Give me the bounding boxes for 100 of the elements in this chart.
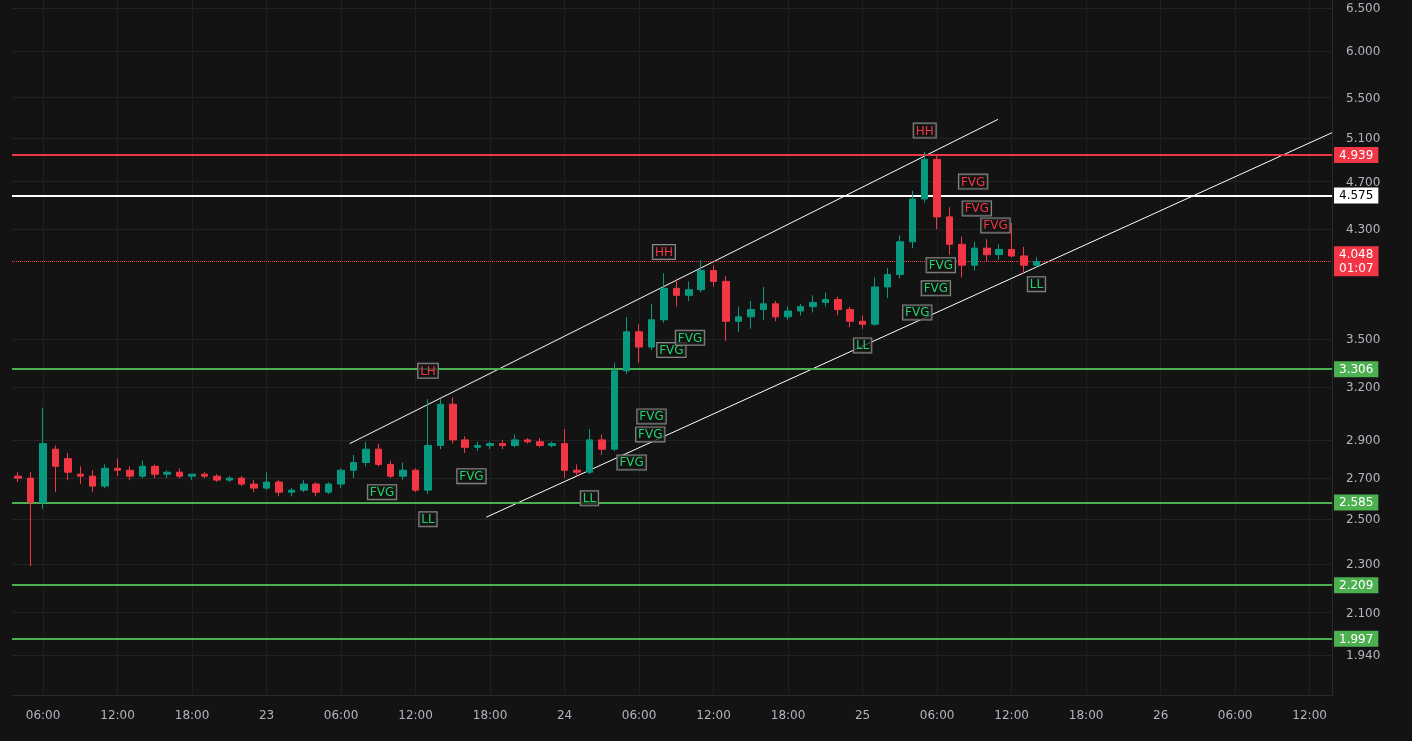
candlestick xyxy=(39,407,47,510)
x-tick-label: 06:00 xyxy=(25,708,61,722)
y-tick-label: 2.300 xyxy=(1346,556,1381,571)
x-tick-label: 26 xyxy=(1153,708,1169,722)
candlestick xyxy=(635,323,643,364)
candlestick xyxy=(735,306,742,333)
candlestick xyxy=(201,471,208,479)
x-tick-label: 12:00 xyxy=(696,708,731,722)
candlestick xyxy=(499,439,506,450)
candlestick xyxy=(474,441,481,452)
candlestick xyxy=(449,396,457,445)
annotation: LH xyxy=(420,363,436,378)
y-tick-label: 2.700 xyxy=(1346,471,1381,486)
candlestick xyxy=(784,306,792,321)
candlestick xyxy=(971,241,978,272)
candlestick xyxy=(337,467,345,489)
x-tick-label: 18:00 xyxy=(174,708,210,722)
candlestick xyxy=(834,296,842,316)
candlestick xyxy=(64,452,72,481)
y-tick-label: 3.200 xyxy=(1346,380,1381,395)
y-tick-label: 1.940 xyxy=(1346,647,1381,662)
candlestick xyxy=(77,465,84,485)
y-tick-label: 6.500 xyxy=(1346,1,1381,16)
annotation: HH xyxy=(915,123,934,138)
candlestick xyxy=(312,481,320,497)
candlestick xyxy=(846,306,854,328)
annotation: HH xyxy=(654,245,673,260)
candlestick xyxy=(300,479,308,493)
x-tick-label: 18:00 xyxy=(770,708,806,722)
x-tick-label: 25 xyxy=(854,708,871,722)
annotation: FVG xyxy=(923,281,949,296)
candlestick xyxy=(114,458,121,477)
ref-line-label: 1.997 xyxy=(1339,631,1374,646)
candlestick xyxy=(424,398,432,495)
candlestick xyxy=(375,443,382,467)
y-tick-label: 6.000 xyxy=(1346,43,1381,58)
candlestick xyxy=(884,267,891,299)
candlestick xyxy=(673,278,680,308)
candlestick xyxy=(288,487,295,497)
candlestick xyxy=(139,460,146,479)
candlestick xyxy=(263,471,270,491)
candlestick xyxy=(461,435,469,454)
candlestick xyxy=(548,441,556,448)
x-tick-label: 12:00 xyxy=(100,708,135,722)
x-tick-label: 18:00 xyxy=(1068,708,1104,722)
candlestick xyxy=(213,473,221,483)
x-tick-label: 06:00 xyxy=(323,708,359,722)
x-tick-label: 12:00 xyxy=(994,708,1029,722)
candlestick xyxy=(896,234,904,280)
candlestick xyxy=(325,481,332,495)
annotation: LL xyxy=(421,512,435,527)
candlestick xyxy=(1033,256,1040,269)
y-tick-label: 2.100 xyxy=(1346,605,1381,620)
candlestick xyxy=(611,362,618,452)
candlestick xyxy=(511,433,519,448)
candlestick xyxy=(623,316,630,375)
candlestick xyxy=(871,276,879,327)
candlestick xyxy=(536,437,544,448)
candlestick xyxy=(151,463,159,479)
ref-line-label: 4.575 xyxy=(1339,188,1374,203)
candlestick xyxy=(226,475,233,483)
candlestick xyxy=(275,479,283,497)
candlestick xyxy=(126,465,134,481)
ref-line-label: 3.306 xyxy=(1339,362,1374,377)
candlestick xyxy=(387,460,394,479)
ref-line-label: 2.209 xyxy=(1339,578,1374,593)
candlestick xyxy=(859,314,866,330)
annotation: FVG xyxy=(960,174,986,189)
annotation: FVG xyxy=(659,343,684,358)
candlestick xyxy=(747,300,755,330)
candlestick xyxy=(101,463,109,489)
candlestick xyxy=(598,433,606,456)
candlestick xyxy=(648,303,655,351)
candlestick xyxy=(573,463,581,477)
x-tick-label: 24 xyxy=(556,708,573,722)
candlestick xyxy=(760,286,767,321)
y-tick-label: 3.500 xyxy=(1346,332,1381,347)
ref-line-label: 2.585 xyxy=(1339,495,1374,510)
candlestick xyxy=(697,259,705,293)
candlestick xyxy=(399,461,407,481)
candlestick xyxy=(52,444,59,493)
candlestick xyxy=(238,475,245,487)
annotation: FVG xyxy=(677,330,703,345)
candlestick xyxy=(710,264,717,288)
x-tick-label: 12:00 xyxy=(398,708,433,722)
annotation: FVG xyxy=(905,305,930,320)
candlestick xyxy=(362,441,370,467)
candlestick xyxy=(14,471,22,483)
annotation: LL xyxy=(855,338,870,353)
x-tick-label: 06:00 xyxy=(1217,708,1253,722)
candlestick xyxy=(772,300,779,322)
y-tick-label: 5.500 xyxy=(1346,90,1381,105)
candlestick xyxy=(250,479,258,493)
x-tick-label: 06:00 xyxy=(621,708,657,722)
y-tick-label: 2.900 xyxy=(1346,432,1381,447)
annotation: FVG xyxy=(639,409,664,424)
x-tick-label: 12:00 xyxy=(1292,708,1327,722)
candlestick xyxy=(561,428,568,479)
candlestick xyxy=(797,303,804,316)
annotation: FVG xyxy=(459,469,484,484)
